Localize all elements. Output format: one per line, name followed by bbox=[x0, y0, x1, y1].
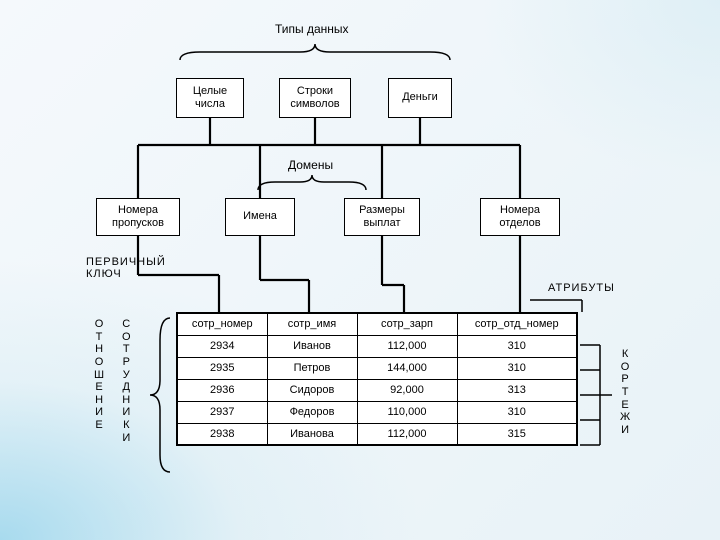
table-col-header: сотр_имя bbox=[267, 313, 357, 335]
table-row: 2938Иванова112,000315 bbox=[177, 423, 577, 445]
relation-vertical-label: ОТНОШЕНИЕ bbox=[94, 318, 104, 432]
types-title: Типы данных bbox=[275, 22, 349, 36]
type-money: Деньги bbox=[388, 78, 452, 118]
type-money-label: Деньги bbox=[402, 91, 438, 104]
table-cell: 144,000 bbox=[357, 357, 457, 379]
table-cell: Сидоров bbox=[267, 379, 357, 401]
domain-passes: Номера пропусков bbox=[96, 198, 180, 236]
table-header-row: сотр_номерсотр_имясотр_зарпсотр_отд_номе… bbox=[177, 313, 577, 335]
table-row: 2936Сидоров92,000313 bbox=[177, 379, 577, 401]
table-cell: 2935 bbox=[177, 357, 267, 379]
type-str-label: Строки символов bbox=[290, 85, 339, 111]
table-cell: 110,000 bbox=[357, 401, 457, 423]
domain-passes-label: Номера пропусков bbox=[112, 204, 164, 230]
table-cell: 310 bbox=[457, 335, 577, 357]
tuples-vertical-label: КОРТЕЖИ bbox=[620, 348, 630, 436]
table-cell: 2936 bbox=[177, 379, 267, 401]
type-int: Целые числа bbox=[176, 78, 244, 118]
table-row: 2937Федоров110,000310 bbox=[177, 401, 577, 423]
domain-names-label: Имена bbox=[243, 210, 277, 223]
table-row: 2934Иванов112,000310 bbox=[177, 335, 577, 357]
table-cell: 2934 bbox=[177, 335, 267, 357]
table-cell: Иванова bbox=[267, 423, 357, 445]
table-col-header: сотр_отд_номер bbox=[457, 313, 577, 335]
primary-key-label: ПЕРВИЧНЫЙ КЛЮЧ bbox=[86, 256, 166, 280]
employees-vertical-label: СОТРУДНИКИ bbox=[122, 318, 131, 444]
attributes-label: АТРИБУТЫ bbox=[548, 282, 615, 294]
domains-title: Домены bbox=[288, 158, 333, 172]
domain-pay-label: Размеры выплат bbox=[359, 204, 405, 230]
table-body: 2934Иванов112,0003102935Петров144,000310… bbox=[177, 335, 577, 445]
table-cell: 2937 bbox=[177, 401, 267, 423]
type-int-label: Целые числа bbox=[193, 85, 227, 111]
domain-dept: Номера отделов bbox=[480, 198, 560, 236]
table-cell: Иванов bbox=[267, 335, 357, 357]
table-cell: Петров bbox=[267, 357, 357, 379]
table-cell: 92,000 bbox=[357, 379, 457, 401]
table-col-header: сотр_номер bbox=[177, 313, 267, 335]
type-str: Строки символов bbox=[279, 78, 351, 118]
table-cell: 313 bbox=[457, 379, 577, 401]
table-cell: 310 bbox=[457, 357, 577, 379]
domain-names: Имена bbox=[225, 198, 295, 236]
table-cell: 112,000 bbox=[357, 335, 457, 357]
table-cell: Федоров bbox=[267, 401, 357, 423]
table-cell: 310 bbox=[457, 401, 577, 423]
table-row: 2935Петров144,000310 bbox=[177, 357, 577, 379]
table-cell: 315 bbox=[457, 423, 577, 445]
domain-pay: Размеры выплат bbox=[344, 198, 420, 236]
relation-table: сотр_номерсотр_имясотр_зарпсотр_отд_номе… bbox=[176, 312, 578, 446]
table-cell: 2938 bbox=[177, 423, 267, 445]
table-col-header: сотр_зарп bbox=[357, 313, 457, 335]
domain-dept-label: Номера отделов bbox=[499, 204, 540, 230]
table-cell: 112,000 bbox=[357, 423, 457, 445]
